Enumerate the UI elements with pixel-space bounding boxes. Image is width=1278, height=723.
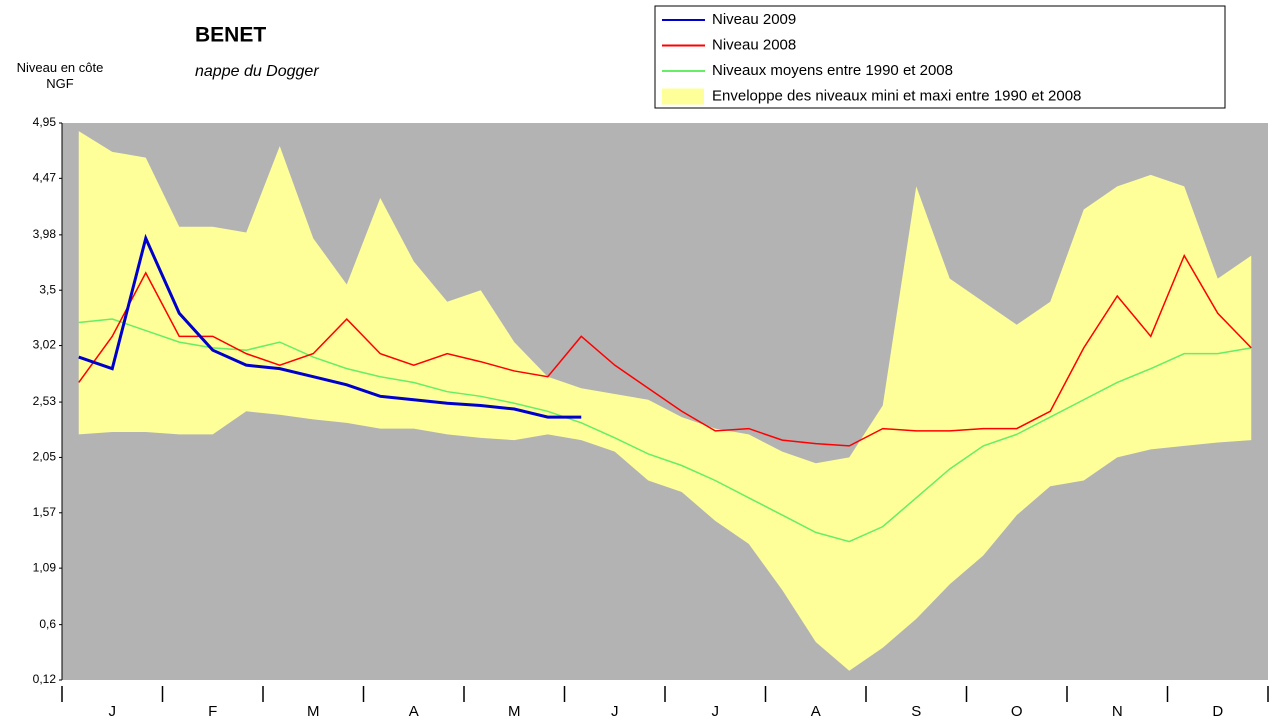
y-tick-label: 2,05 — [33, 450, 57, 464]
x-tick-label: F — [208, 703, 217, 720]
legend-label: Niveau 2009 — [712, 11, 796, 28]
y-tick-label: 3,5 — [39, 282, 56, 296]
x-tick-label: M — [508, 703, 521, 720]
series-line — [78, 233, 582, 419]
y-tick-label: 1,57 — [33, 505, 57, 519]
y-tick-label: 3,98 — [33, 227, 57, 241]
legend-label: Enveloppe des niveaux mini et maxi entre… — [712, 87, 1081, 104]
y-tick-label: 0,6 — [39, 617, 56, 631]
y-tick-label: 4,47 — [33, 171, 57, 185]
x-tick-label: S — [911, 703, 921, 720]
x-tick-label: N — [1112, 703, 1123, 720]
chart-title: BENET — [195, 24, 266, 47]
y-tick-label: 1,09 — [33, 560, 57, 574]
x-tick-label: J — [109, 703, 117, 720]
x-tick-label: D — [1212, 703, 1223, 720]
chart-subtitle: nappe du Dogger — [195, 63, 319, 80]
x-tick-label: A — [409, 703, 419, 720]
legend-swatch — [662, 88, 704, 105]
envelope-area — [78, 131, 1252, 671]
y-tick-label: 0,12 — [33, 672, 57, 686]
y-tick-label: 3,02 — [33, 338, 57, 352]
x-tick-label: J — [712, 703, 720, 720]
series-line — [78, 253, 1252, 447]
y-tick-label: 4,95 — [33, 115, 57, 129]
y-axis-label: Niveau en côte NGF — [16, 60, 104, 91]
x-tick-label: J — [611, 703, 619, 720]
x-tick-label: O — [1011, 703, 1023, 720]
legend-label: Niveaux moyens entre 1990 et 2008 — [712, 62, 953, 79]
x-tick-label: M — [307, 703, 320, 720]
legend-box — [654, 5, 1226, 109]
x-tick-label: A — [811, 703, 821, 720]
y-tick-label: 2,53 — [33, 394, 57, 408]
series-line — [78, 318, 1252, 543]
legend-label: Niveau 2008 — [712, 36, 796, 53]
